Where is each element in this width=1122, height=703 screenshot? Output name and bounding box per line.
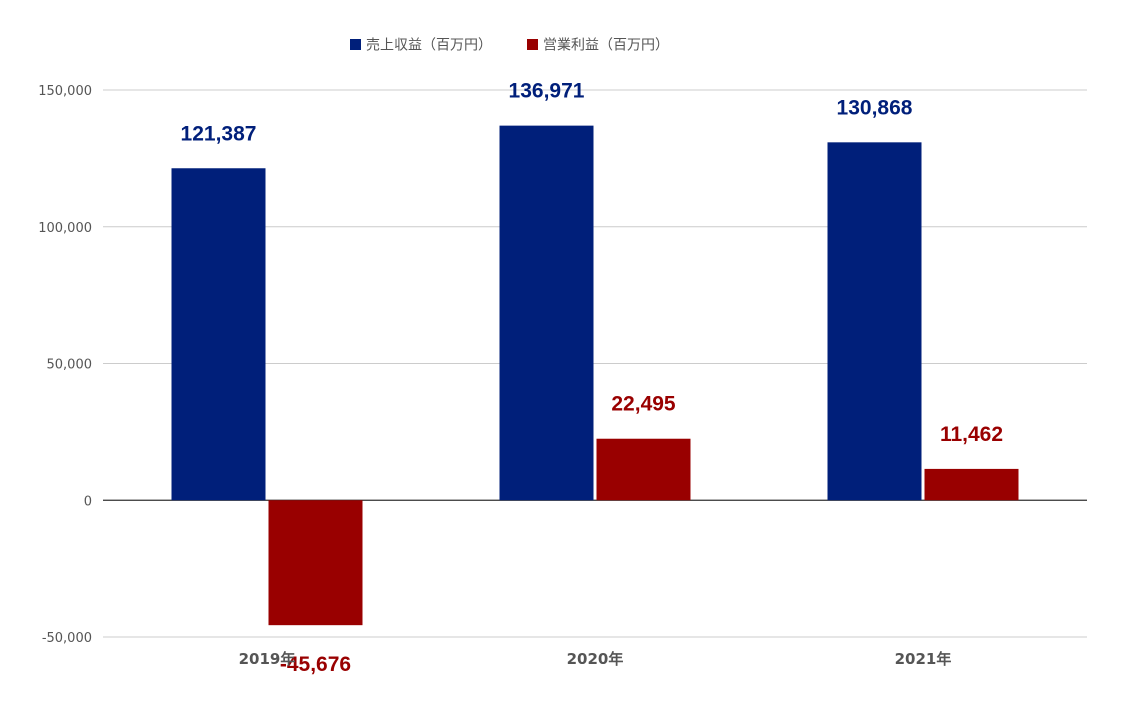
data-labels: 121,387 -45,676 136,971 22,495 130,868 11,462 [181, 80, 1004, 677]
data-label: 136,971 [509, 80, 585, 103]
y-tick-label: 150,000 [38, 84, 92, 99]
bar-series-1-1 [171, 168, 266, 501]
x-category-label: 2019年 [239, 650, 296, 668]
x-category-label: 2021年 [895, 650, 952, 668]
bar-series-2-2 [596, 438, 691, 501]
legend-label: 営業利益（百万円） [543, 38, 669, 54]
bar-series-1-3 [827, 142, 922, 501]
y-tick-label: 100,000 [38, 221, 92, 236]
data-label: 22,495 [611, 393, 676, 416]
legend-label: 売上収益（百万円） [366, 38, 492, 54]
gridlines [103, 89, 1087, 638]
legend-swatch [350, 39, 361, 50]
x-category-label: 2020年 [567, 650, 624, 668]
data-label: 11,462 [940, 423, 1003, 446]
bar-series-1-2 [499, 125, 594, 501]
legend: 売上収益（百万円） 営業利益（百万円） [350, 38, 669, 54]
legend-swatch [527, 39, 538, 50]
bars [171, 125, 1019, 626]
data-label: 121,387 [181, 122, 257, 145]
x-axis: 2019年 2020年 2021年 [239, 650, 952, 668]
bar-series-2-3 [924, 468, 1019, 501]
y-tick-label: 0 [84, 494, 92, 509]
data-label: 130,868 [837, 96, 913, 119]
bar-series-2-1 [268, 500, 363, 626]
data-label: -45,676 [280, 653, 351, 676]
y-tick-label: -50,000 [42, 631, 92, 646]
y-axis: 150,000 100,000 50,000 0 -50,000 [38, 84, 92, 646]
y-tick-label: 50,000 [47, 358, 93, 373]
